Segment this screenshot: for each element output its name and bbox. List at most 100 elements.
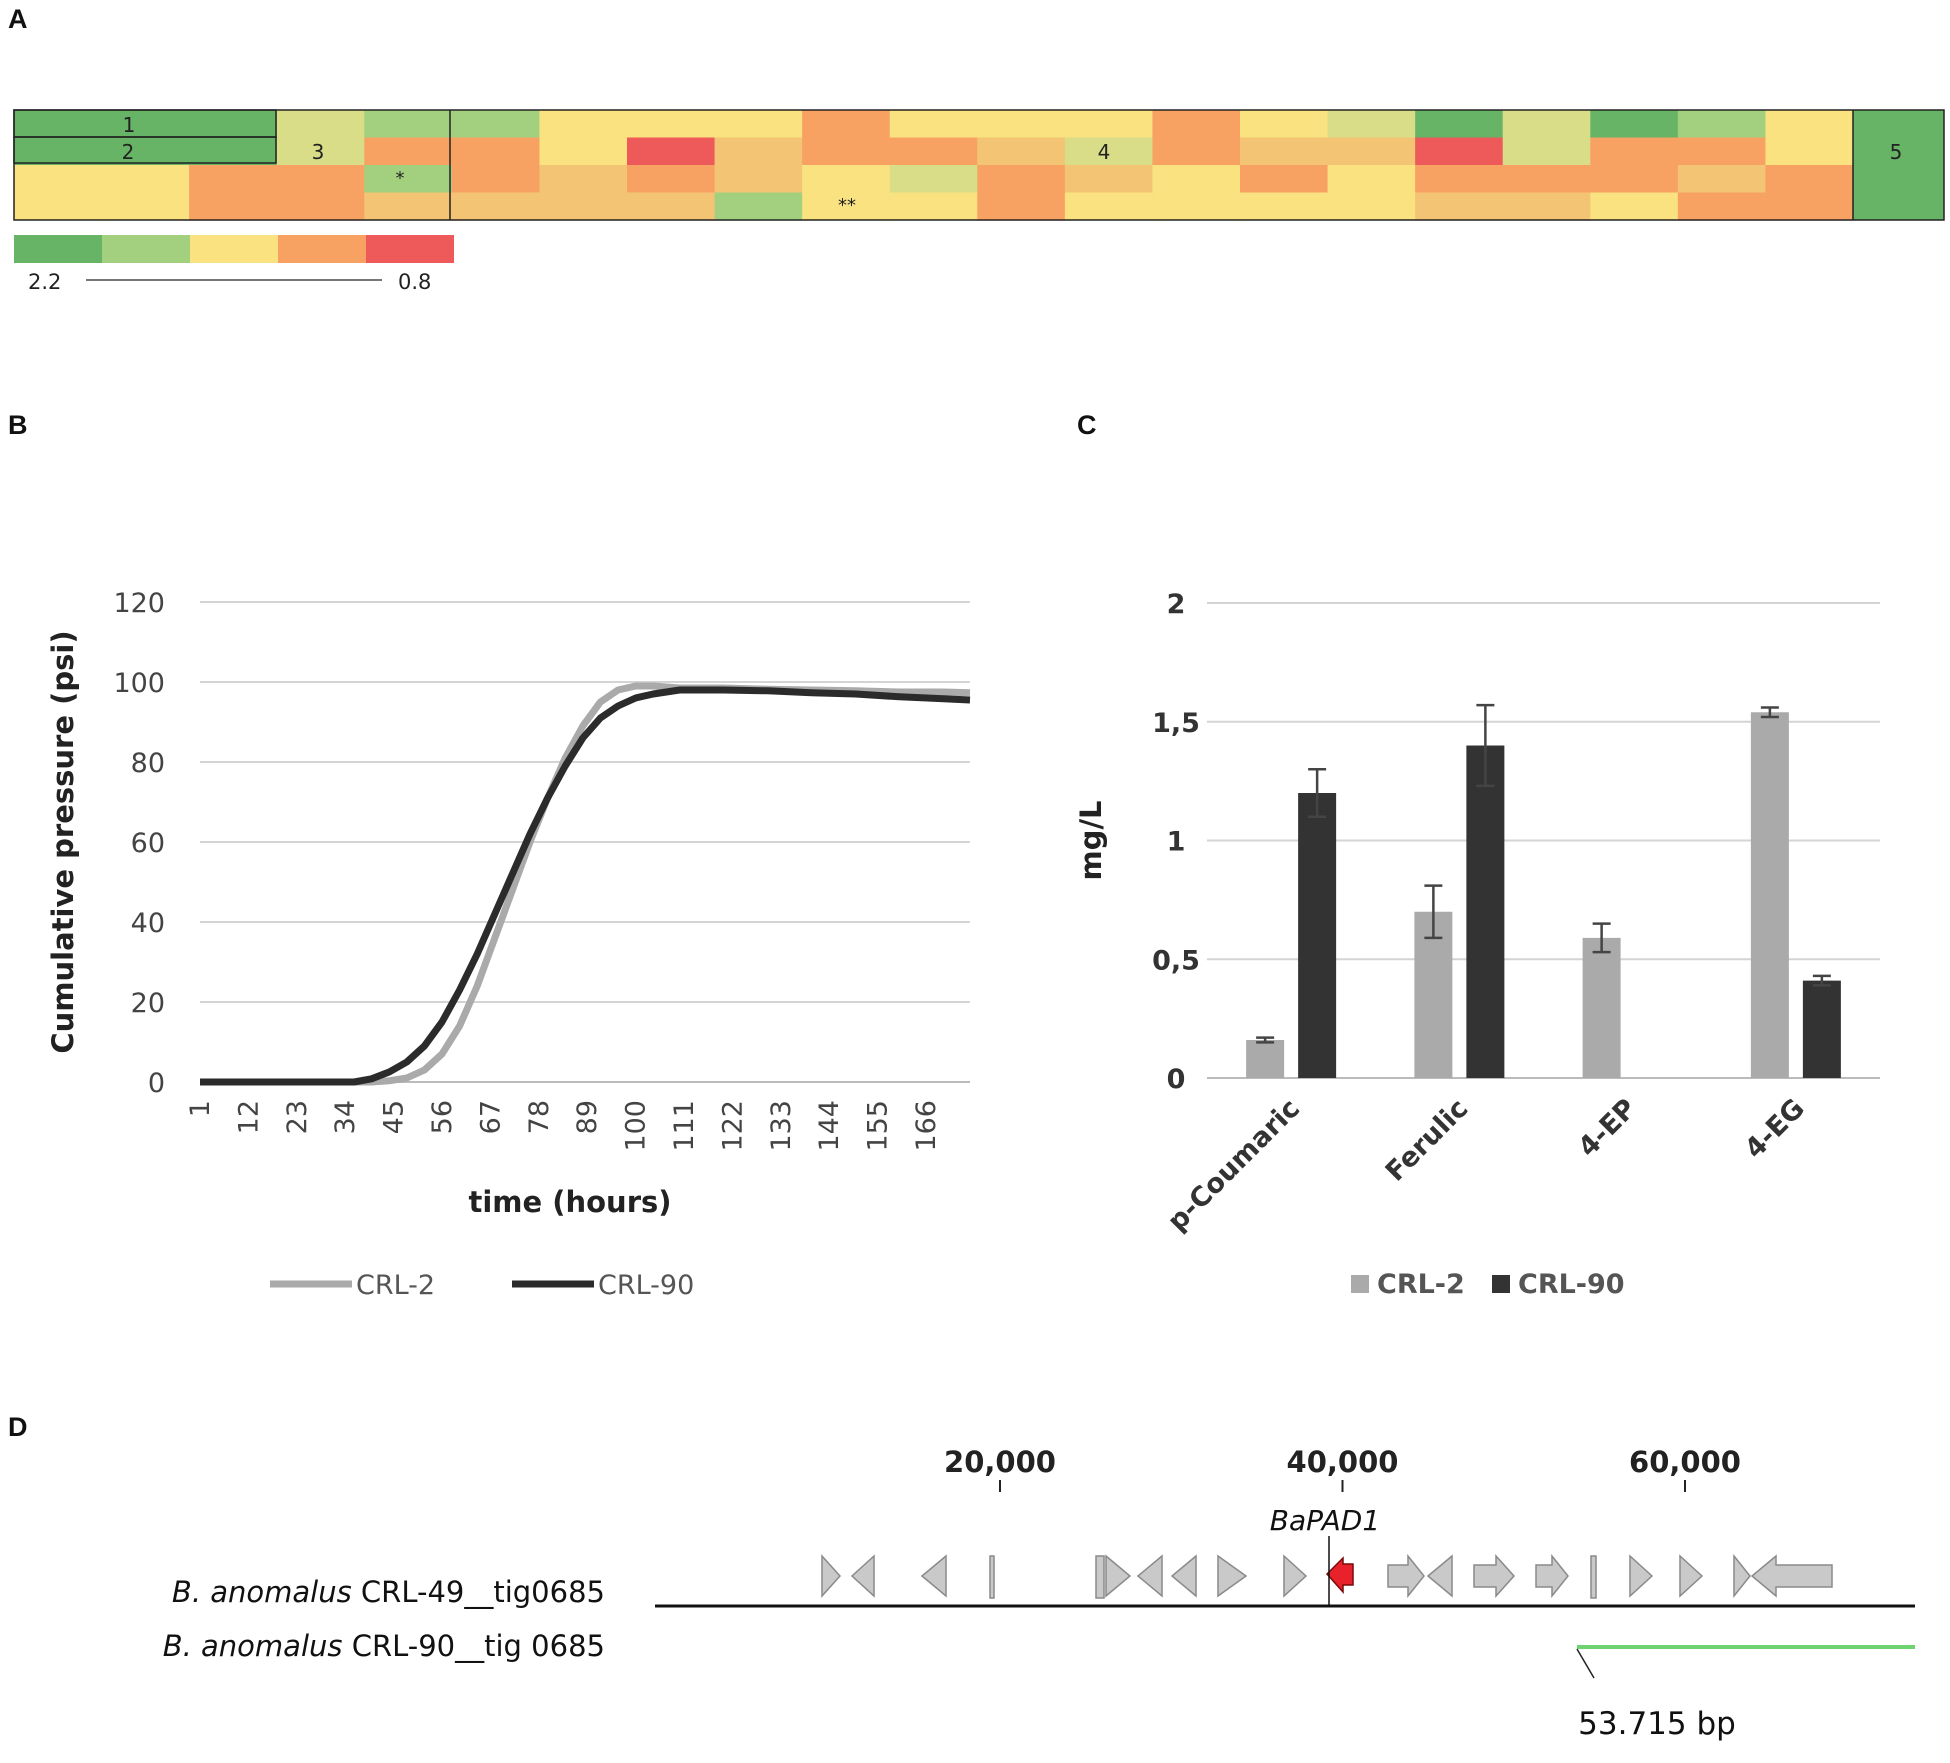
heatmap-cell [627,110,716,139]
heatmap-cell [14,137,103,166]
color-scale-max: 0.8 [398,270,431,294]
x-tick-label: 122 [717,1100,748,1152]
heatmap-cell [714,165,803,194]
axis-tick-label: 20,000 [944,1445,1056,1479]
heatmap-cell [451,137,541,166]
heatmap-cell [889,192,978,221]
legend-label-crl-2: CRL-2 [356,1270,435,1301]
gene-arrow [920,1554,947,1598]
panel-label-b: B [8,410,28,440]
heatmap-cell [101,192,190,221]
heatmap-cell [14,110,103,139]
y-tick-label: 2 [1167,589,1186,620]
color-scale-swatch [278,235,366,263]
heatmap-panel: 1 2 3 4 5 * ** 2.2 0.8 [13,109,1945,294]
x-tick-label: 67 [475,1100,506,1134]
heatmap-cell [889,110,978,139]
heatmap-mark-single: * [396,168,405,189]
gene-arrow [1750,1554,1833,1598]
y-tick-label: 120 [113,588,165,619]
gene-arrow [850,1554,875,1598]
gene-arrows [821,1553,1833,1599]
heatmap-cell [101,165,190,194]
heatmap-cell [1064,165,1154,194]
group-label-3: 3 [312,140,325,164]
bapad1-gene [1325,1536,1354,1606]
heatmap-cell [1415,192,1504,221]
heatmap-cell [1064,192,1154,221]
x-tick-label: 78 [524,1100,555,1134]
gene-arrow [821,1554,842,1598]
heatmap-cell [1327,137,1416,166]
series-line-crl-90 [200,686,971,1086]
panel-label-a: A [8,4,28,34]
deletion-size-label: 53.715 bp [1578,1706,1736,1742]
x-tick-label: 34 [330,1100,361,1134]
heatmap-cell [14,165,103,194]
legend-swatch-crl-2 [1351,1275,1369,1293]
heatmap-cell [1502,137,1591,166]
bar-chart-bars [1246,712,1841,1078]
group-2-border [13,136,277,164]
heatmap-cell [1064,110,1154,139]
color-scale-min: 2.2 [28,270,61,294]
color-scale-swatch [190,235,278,263]
y-tick-label: 0,5 [1152,945,1200,976]
heatmap-cell [1677,110,1767,139]
color-scale-swatch [102,235,190,263]
heatmap-cell [364,110,453,139]
gene-arrow [1105,1554,1132,1598]
x-tick-label: 111 [669,1100,700,1152]
gene-arrow [1426,1554,1453,1598]
bapad1-arrow [1325,1556,1354,1594]
heatmap-cell [1765,110,1854,139]
heatmap-cell [714,192,803,221]
bar-crl-90 [1466,745,1505,1078]
bar-chart-error-bars [1256,703,1831,1044]
heatmap-cell [189,137,278,166]
heatmap-cell [364,192,453,221]
heatmap-cell [1677,137,1767,166]
heatmap-cell [1064,137,1154,166]
gene-arrow [1590,1555,1597,1599]
x-tick-label: 100 [621,1100,652,1152]
x-tick-label: 89 [572,1100,603,1134]
heatmap-cell [1240,110,1329,139]
gene-arrow [1473,1554,1516,1598]
legend-label-crl-2: CRL-2 [1377,1269,1465,1300]
track-label-crl90: B. anomalus CRL-90__tig 0685 [163,1629,605,1663]
heatmap-cell [276,137,365,166]
heatmap-cell [1240,165,1329,194]
heatmap-cell [276,165,365,194]
heatmap-cell [802,110,891,139]
x-tick-label: 166 [911,1100,942,1152]
bar-crl-2 [1750,712,1789,1078]
panel-label-d: D [8,1412,28,1442]
heatmap-cell [802,192,891,221]
heatmap-cell [977,137,1066,166]
heatmap-cell [889,137,978,166]
gene-arrow [1283,1554,1308,1598]
gene-arrow [1535,1553,1569,1599]
heatmap-cell [714,110,803,139]
bar-crl-2 [1582,937,1621,1078]
y-tick-label: 0 [1167,1064,1186,1095]
heatmap-cell [101,137,190,166]
heatmap-cell [451,165,541,194]
heatmap-cell [977,192,1066,221]
color-scale-swatch [14,235,102,263]
x-tick-label: 1 [185,1100,216,1117]
y-tick-label: 1,5 [1152,708,1200,739]
heatmap-cell [1765,165,1854,194]
legend-label-crl-90: CRL-90 [1518,1269,1625,1300]
gene-label-bapad1: BaPAD1 [1270,1504,1380,1537]
heatmap-cell [189,192,278,221]
group-label-1: 1 [123,113,136,137]
line-chart-y-label: Cumulative pressure (psi) [46,630,80,1053]
series-line-crl-2 [200,682,971,1086]
axis-tick-label: 40,000 [1287,1445,1399,1479]
x-tick-label: 23 [282,1100,313,1134]
heatmap-mark-double: ** [838,195,856,216]
heatmap-cell [627,165,716,194]
